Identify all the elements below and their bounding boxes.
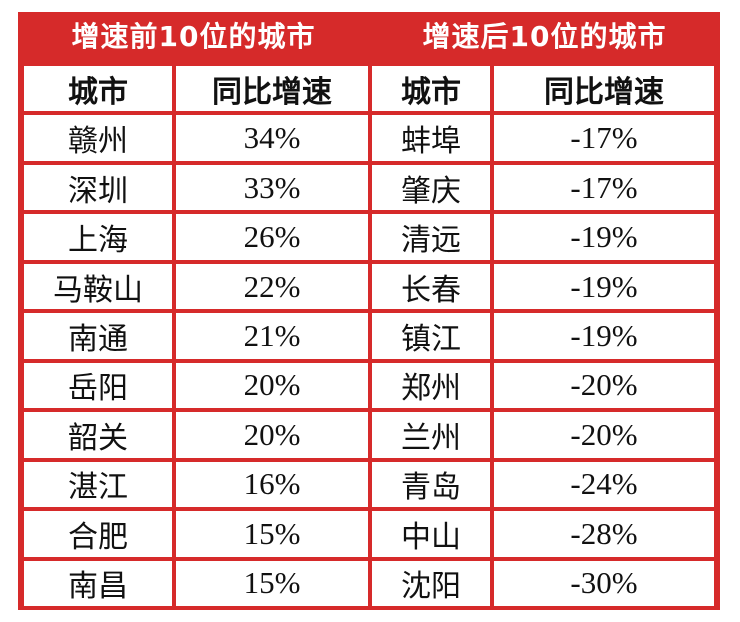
top-growth: 16% [176, 461, 368, 508]
top-growth: 26% [176, 214, 368, 260]
bottom-growth: -19% [494, 313, 714, 359]
bottom-growth: -19% [494, 263, 714, 310]
bottom-city: 清远 [372, 214, 490, 260]
table-grid: 城市 同比增速 城市 同比增速 赣州 34% 蚌埠 -17% 深圳 33% 肇庆… [24, 66, 714, 606]
city-growth-table: 增速前10位的城市 增速后10位的城市 城市 同比增速 城市 同比增速 赣州 3… [18, 12, 720, 610]
top-city: 韶关 [24, 412, 172, 458]
top10-title: 增速前10位的城市 [71, 20, 316, 53]
top-growth: 22% [176, 263, 368, 310]
bottom-city: 郑州 [372, 362, 490, 409]
header-city-left: 城市 [24, 66, 172, 112]
header-growth-left: 同比增速 [176, 66, 368, 112]
top-growth: 15% [176, 511, 368, 557]
top-city: 湛江 [24, 461, 172, 508]
bottom-city: 长春 [372, 263, 490, 310]
bottom-city: 中山 [372, 511, 490, 557]
top-city: 上海 [24, 214, 172, 260]
bottom10-title: 增速后10位的城市 [422, 20, 667, 53]
bottom-city: 青岛 [372, 461, 490, 508]
header-city-right: 城市 [372, 66, 490, 112]
bottom-growth: -20% [494, 362, 714, 409]
top-growth: 33% [176, 164, 368, 211]
top-city: 深圳 [24, 164, 172, 211]
top-city: 合肥 [24, 511, 172, 557]
top-city: 南昌 [24, 560, 172, 606]
title-row: 增速前10位的城市 增速后10位的城市 [18, 12, 720, 62]
bottom-growth: -28% [494, 511, 714, 557]
bottom-growth: -30% [494, 560, 714, 606]
bottom-growth: -17% [494, 115, 714, 161]
top-growth: 20% [176, 362, 368, 409]
bottom-city: 兰州 [372, 412, 490, 458]
bottom-growth: -17% [494, 164, 714, 211]
bottom-city: 肇庆 [372, 164, 490, 211]
top-city: 赣州 [24, 115, 172, 161]
bottom-city: 镇江 [372, 313, 490, 359]
bottom-growth: -20% [494, 412, 714, 458]
top-city: 马鞍山 [24, 263, 172, 310]
bottom-city: 沈阳 [372, 560, 490, 606]
header-growth-right: 同比增速 [494, 66, 714, 112]
bottom-growth: -24% [494, 461, 714, 508]
top-growth: 20% [176, 412, 368, 458]
top-growth: 15% [176, 560, 368, 606]
top-growth: 21% [176, 313, 368, 359]
top-city: 岳阳 [24, 362, 172, 409]
top-growth: 34% [176, 115, 368, 161]
top-city: 南通 [24, 313, 172, 359]
bottom-growth: -19% [494, 214, 714, 260]
bottom-city: 蚌埠 [372, 115, 490, 161]
